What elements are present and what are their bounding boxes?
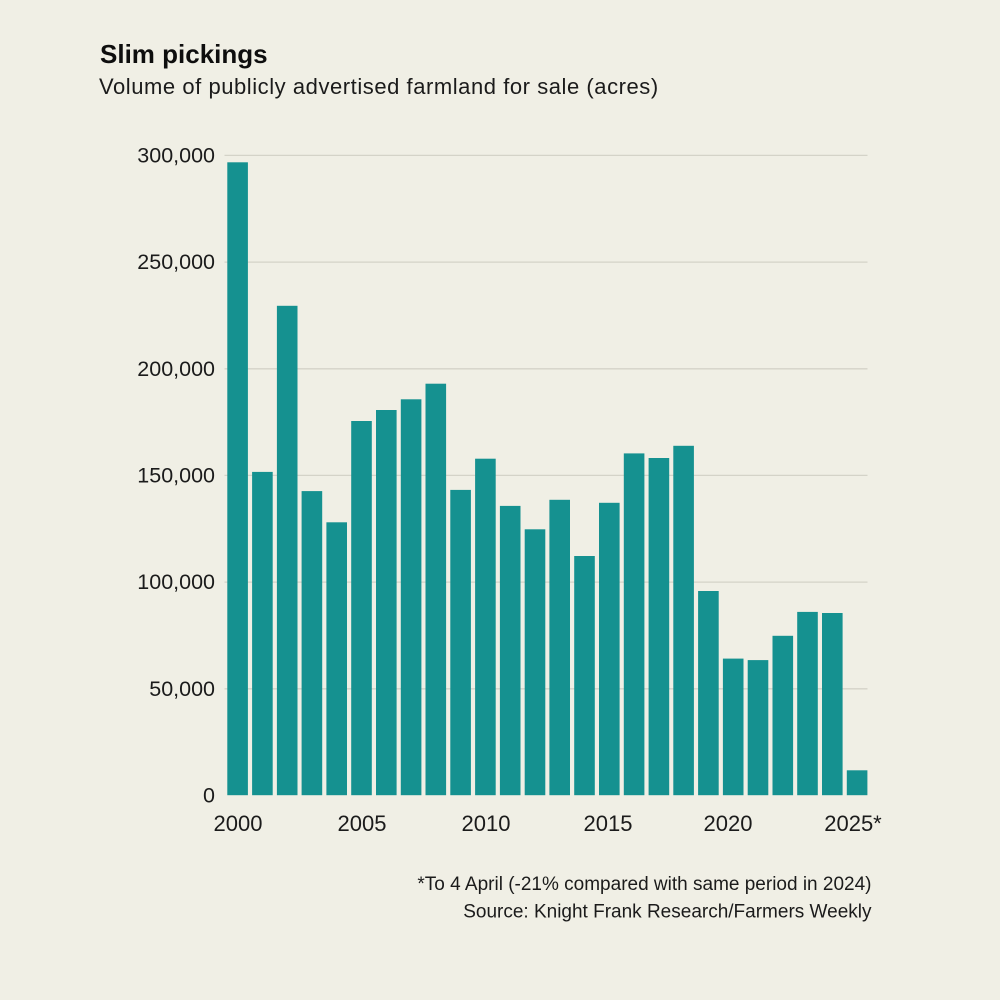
svg-text:Slim pickings: Slim pickings: [100, 39, 268, 69]
svg-text:2005: 2005: [338, 811, 387, 836]
svg-text:2015: 2015: [584, 811, 633, 836]
svg-text:Source: Knight Frank Research/: Source: Knight Frank Research/Farmers We…: [463, 901, 872, 922]
svg-text:150,000: 150,000: [137, 464, 215, 488]
svg-text:*To 4 April (-21% compared wit: *To 4 April (-21% compared with same per…: [417, 874, 871, 895]
svg-text:Volume of publicly advertised: Volume of publicly advertised farmland f…: [99, 74, 659, 99]
svg-text:300,000: 300,000: [137, 144, 215, 168]
svg-text:2010: 2010: [462, 811, 511, 836]
svg-text:2025*: 2025*: [824, 811, 882, 836]
svg-text:2000: 2000: [214, 811, 263, 836]
svg-text:200,000: 200,000: [137, 357, 215, 381]
svg-text:0: 0: [203, 784, 215, 808]
svg-text:2020: 2020: [704, 811, 753, 836]
svg-text:50,000: 50,000: [149, 677, 215, 701]
svg-text:100,000: 100,000: [137, 570, 215, 594]
svg-text:250,000: 250,000: [137, 250, 215, 274]
